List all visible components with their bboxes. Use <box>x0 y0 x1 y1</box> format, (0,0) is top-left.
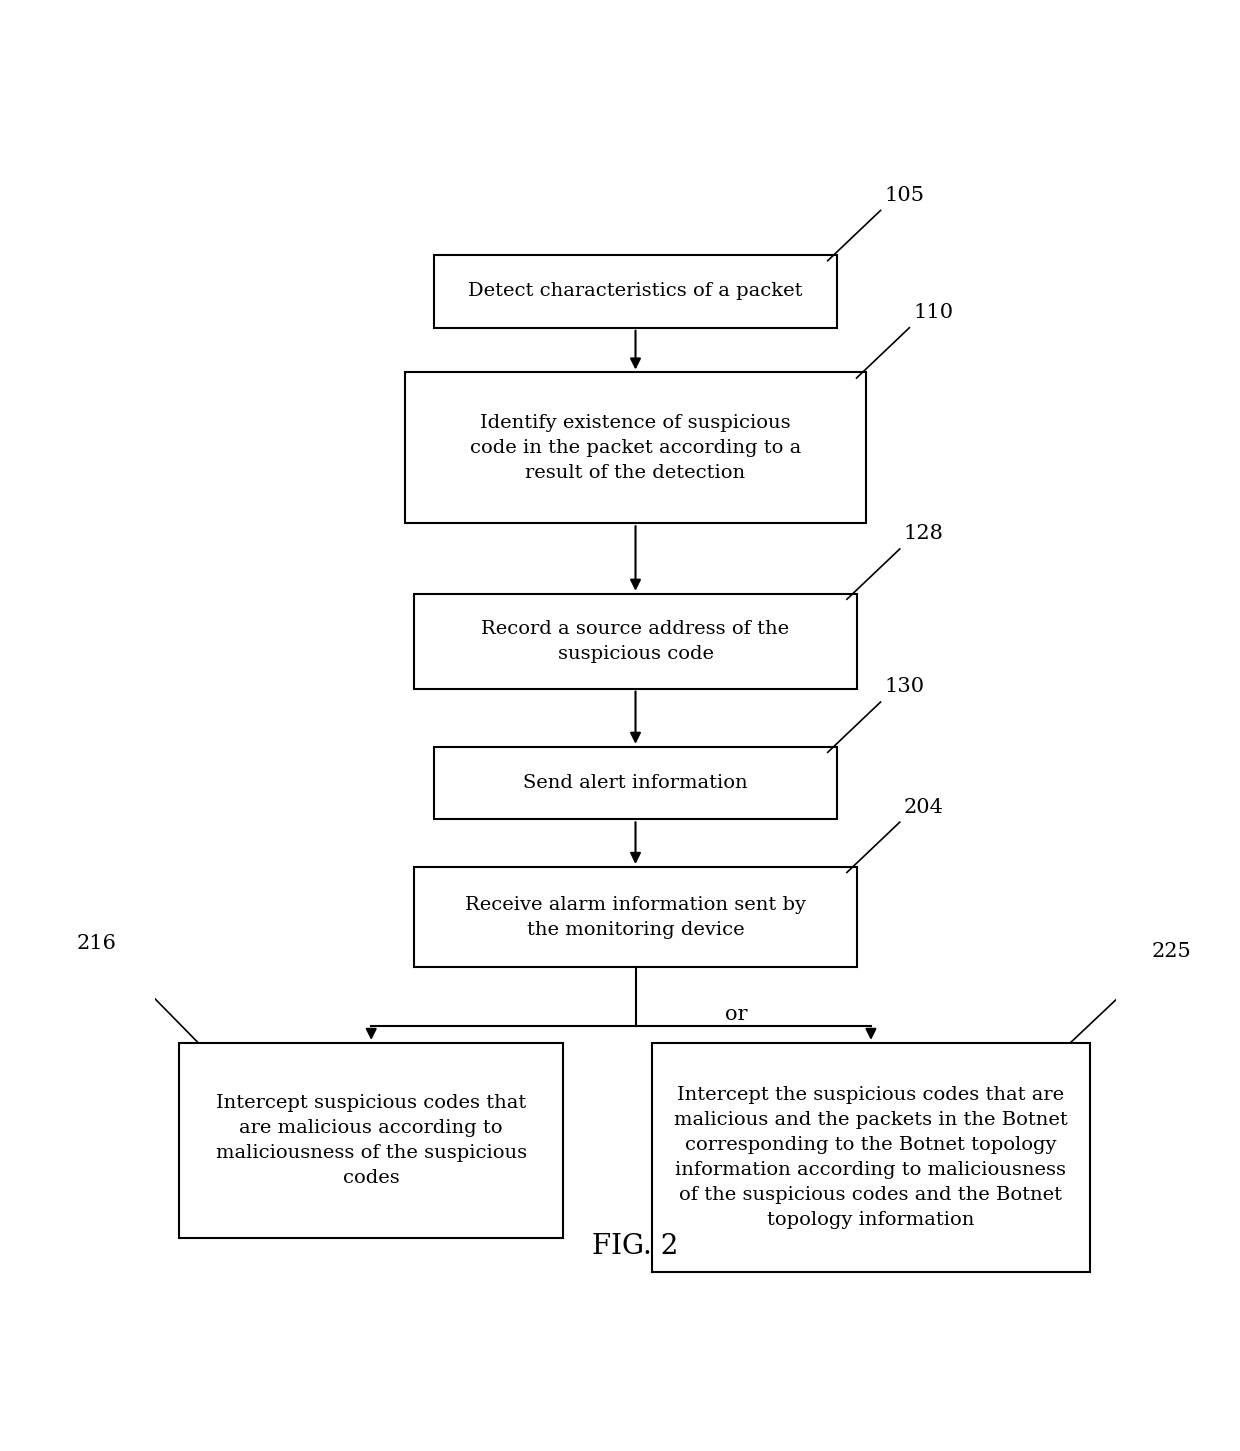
Text: 105: 105 <box>884 186 924 205</box>
Text: 130: 130 <box>884 678 925 696</box>
Text: Receive alarm information sent by
the monitoring device: Receive alarm information sent by the mo… <box>465 895 806 939</box>
Text: FIG. 2: FIG. 2 <box>593 1233 678 1259</box>
Text: 128: 128 <box>904 524 944 543</box>
Text: Intercept suspicious codes that
are malicious according to
maliciousness of the : Intercept suspicious codes that are mali… <box>216 1094 527 1187</box>
Bar <box>414 866 857 968</box>
Bar <box>652 1043 1090 1273</box>
Text: 216: 216 <box>77 934 117 953</box>
Bar <box>179 1043 563 1238</box>
Bar <box>404 373 866 524</box>
Text: Record a source address of the
suspicious code: Record a source address of the suspiciou… <box>481 620 790 663</box>
Text: Send alert information: Send alert information <box>523 773 748 792</box>
Text: Detect characteristics of a packet: Detect characteristics of a packet <box>469 283 802 300</box>
Bar <box>434 255 837 328</box>
Text: or: or <box>725 1004 748 1024</box>
Bar <box>434 747 837 820</box>
Text: Identify existence of suspicious
code in the packet according to a
result of the: Identify existence of suspicious code in… <box>470 414 801 482</box>
Bar <box>414 593 857 689</box>
Text: Intercept the suspicious codes that are
malicious and the packets in the Botnet
: Intercept the suspicious codes that are … <box>675 1085 1068 1229</box>
Text: 110: 110 <box>913 303 954 322</box>
Text: 225: 225 <box>1152 942 1192 961</box>
Text: 204: 204 <box>904 798 944 817</box>
